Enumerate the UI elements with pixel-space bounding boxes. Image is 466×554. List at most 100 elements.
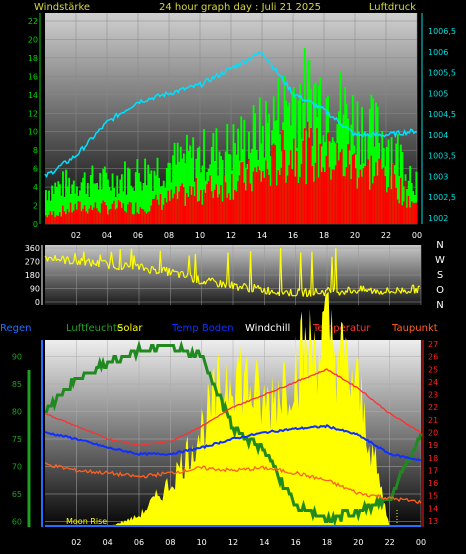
wind-avg-bar <box>158 204 160 224</box>
wind-avg-bar <box>283 149 286 224</box>
direction-mark <box>267 286 270 295</box>
direction-mark <box>146 267 149 270</box>
direction-mark <box>182 271 185 277</box>
direction-mark <box>143 267 146 271</box>
wind-avg-bar <box>328 167 331 224</box>
wind-avg-bar <box>133 214 136 224</box>
wind-tick-label: 22 <box>28 17 38 26</box>
x-tick-label: 16 <box>291 538 301 547</box>
wind-avg-bar <box>124 210 126 224</box>
wind-avg-bar <box>313 181 315 224</box>
direction-mark <box>300 252 303 290</box>
luftfeuchte-line <box>45 340 423 528</box>
direction-mark <box>282 292 285 295</box>
direction-mark <box>396 287 399 291</box>
wind-avg-bar <box>178 191 181 224</box>
wind-gust-bar <box>229 154 232 224</box>
wind-avg-bar <box>127 204 129 224</box>
x-tick-label: 08 <box>165 538 175 547</box>
wind-avg-bar <box>282 129 284 224</box>
wind-gust-bar <box>76 186 78 224</box>
direction-mark <box>246 286 249 291</box>
wind-gust-bar <box>82 177 85 224</box>
wind-avg-bar <box>316 128 319 224</box>
wind-gust-bar <box>192 137 195 224</box>
direction-mark <box>206 279 209 282</box>
direction-mark <box>382 291 386 294</box>
direction-mark <box>183 276 186 279</box>
wind-avg-bar <box>348 164 351 224</box>
direction-mark <box>121 268 124 271</box>
x-tick-label: 12 <box>226 231 236 240</box>
direction-mark <box>338 292 342 296</box>
wind-gust-bar <box>235 154 238 224</box>
wind-gust-bar <box>111 173 114 224</box>
wind-avg-bar <box>82 208 85 224</box>
wind-gust-bar <box>144 158 147 224</box>
direction-mark <box>243 282 246 285</box>
direction-mark <box>347 286 351 289</box>
wind-avg-bar <box>201 204 204 224</box>
direction-mark <box>331 256 334 292</box>
wind-avg-bar <box>91 209 94 224</box>
wind-avg-bar <box>161 209 164 224</box>
direction-mark <box>332 287 336 293</box>
direction-tick-label: 270 <box>25 258 40 267</box>
wind-avg-bar <box>130 202 133 224</box>
wind-avg-bar <box>390 189 393 224</box>
wind-tick-label: 12 <box>28 109 38 118</box>
wind-avg-bar <box>181 183 184 224</box>
wind-avg-bar <box>52 211 55 224</box>
wind-gust-bar <box>252 104 255 224</box>
direction-mark <box>216 283 219 288</box>
wind-avg-bar <box>351 154 354 224</box>
direction-mark <box>410 285 413 293</box>
direction-mark <box>180 271 182 273</box>
wind-avg-bar <box>148 211 151 224</box>
wind-avg-bar <box>155 194 157 224</box>
direction-mark <box>124 261 127 264</box>
temperature-tick-label: 26 <box>428 353 438 362</box>
wind-avg-bar <box>172 198 174 224</box>
wind-avg-bar <box>265 160 267 224</box>
wind-avg-bar <box>68 212 71 224</box>
wind-avg-bar <box>291 169 294 224</box>
wind-tick-label: 6 <box>33 165 38 174</box>
direction-mark <box>194 253 198 283</box>
pressure-tick-label: 1006 <box>428 48 448 57</box>
wind-gust-bar <box>169 162 171 224</box>
wind-avg-bar <box>79 201 81 224</box>
direction-mark <box>88 258 91 264</box>
wind-avg-bar <box>342 176 345 224</box>
wind-gust-bar <box>116 175 119 224</box>
wind-avg-bar <box>111 203 114 224</box>
direction-mark <box>54 254 57 261</box>
wind-gust-bar <box>153 170 156 224</box>
wind-avg-bar <box>248 158 250 224</box>
x-tick-label: 18 <box>322 538 332 547</box>
wind-gust-bar <box>91 165 94 224</box>
compass-label: W <box>435 255 445 266</box>
wind-avg-bar <box>94 202 97 224</box>
wind-avg-bar <box>136 212 139 224</box>
wind-avg-bar <box>76 209 78 224</box>
wind-avg-bar <box>226 197 229 224</box>
temperature-tick-label: 24 <box>428 378 438 387</box>
direction-mark <box>133 255 136 265</box>
wind-gust-bar <box>58 184 61 224</box>
wind-gust-bar <box>165 167 168 224</box>
wind-gust-bar <box>356 101 359 224</box>
wind-avg-bar <box>293 138 295 224</box>
wind-gust-bar <box>96 183 98 224</box>
wind-gust-bar <box>54 182 57 224</box>
wind-avg-bar <box>257 166 260 224</box>
direction-mark <box>212 278 215 282</box>
wind-avg-bar <box>246 169 249 224</box>
wind-avg-bar <box>210 191 213 224</box>
x-tick-label: 12 <box>228 538 238 547</box>
wind-avg-bar <box>336 143 339 224</box>
x-tick-label: 14 <box>257 231 267 240</box>
direction-mark <box>221 281 224 288</box>
wind-tick-label: 2 <box>33 202 38 211</box>
wind-avg-bar <box>46 217 49 224</box>
